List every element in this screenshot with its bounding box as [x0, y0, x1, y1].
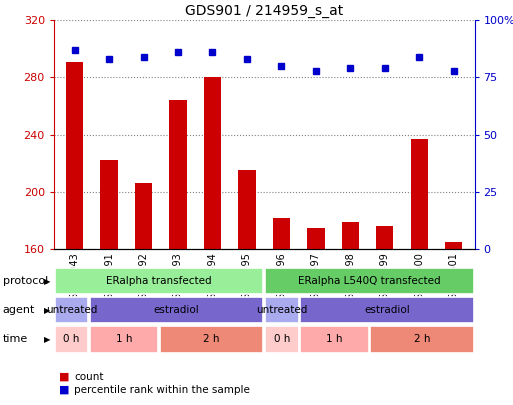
Text: 0 h: 0 h [273, 335, 290, 344]
Bar [239, 171, 255, 405]
FancyBboxPatch shape [54, 268, 264, 294]
Text: 2 h: 2 h [413, 335, 430, 344]
Text: 0 h: 0 h [63, 335, 80, 344]
Text: ■: ■ [59, 372, 69, 382]
Text: untreated: untreated [256, 305, 307, 315]
Bar [204, 77, 221, 405]
Bar [411, 139, 428, 405]
FancyBboxPatch shape [265, 297, 299, 324]
Text: percentile rank within the sample: percentile rank within the sample [74, 385, 250, 394]
FancyBboxPatch shape [160, 326, 264, 353]
Bar [169, 100, 187, 405]
FancyBboxPatch shape [90, 326, 159, 353]
Bar [101, 160, 117, 405]
Bar [135, 183, 152, 405]
Title: GDS901 / 214959_s_at: GDS901 / 214959_s_at [185, 4, 343, 18]
Text: count: count [74, 372, 104, 382]
Text: ▶: ▶ [45, 277, 51, 286]
FancyBboxPatch shape [300, 297, 474, 324]
Text: ■: ■ [59, 385, 69, 394]
Bar [342, 222, 359, 405]
FancyBboxPatch shape [265, 268, 474, 294]
Bar [376, 226, 393, 405]
Text: 1 h: 1 h [326, 335, 343, 344]
FancyBboxPatch shape [300, 326, 369, 353]
Text: ERalpha L540Q transfected: ERalpha L540Q transfected [298, 276, 441, 286]
Bar [307, 228, 325, 405]
Text: estradiol: estradiol [154, 305, 200, 315]
FancyBboxPatch shape [90, 297, 264, 324]
Text: 2 h: 2 h [203, 335, 220, 344]
Bar [445, 242, 462, 405]
Text: estradiol: estradiol [364, 305, 410, 315]
FancyBboxPatch shape [54, 326, 88, 353]
Text: untreated: untreated [46, 305, 97, 315]
Text: protocol: protocol [3, 276, 48, 286]
Bar [273, 217, 290, 405]
FancyBboxPatch shape [370, 326, 474, 353]
Text: time: time [3, 335, 28, 344]
Text: ▶: ▶ [45, 306, 51, 315]
Bar [66, 62, 83, 405]
FancyBboxPatch shape [54, 297, 88, 324]
Text: agent: agent [3, 305, 35, 315]
Text: ERalpha transfected: ERalpha transfected [106, 276, 212, 286]
FancyBboxPatch shape [265, 326, 299, 353]
Text: ▶: ▶ [45, 335, 51, 344]
Text: 1 h: 1 h [116, 335, 132, 344]
